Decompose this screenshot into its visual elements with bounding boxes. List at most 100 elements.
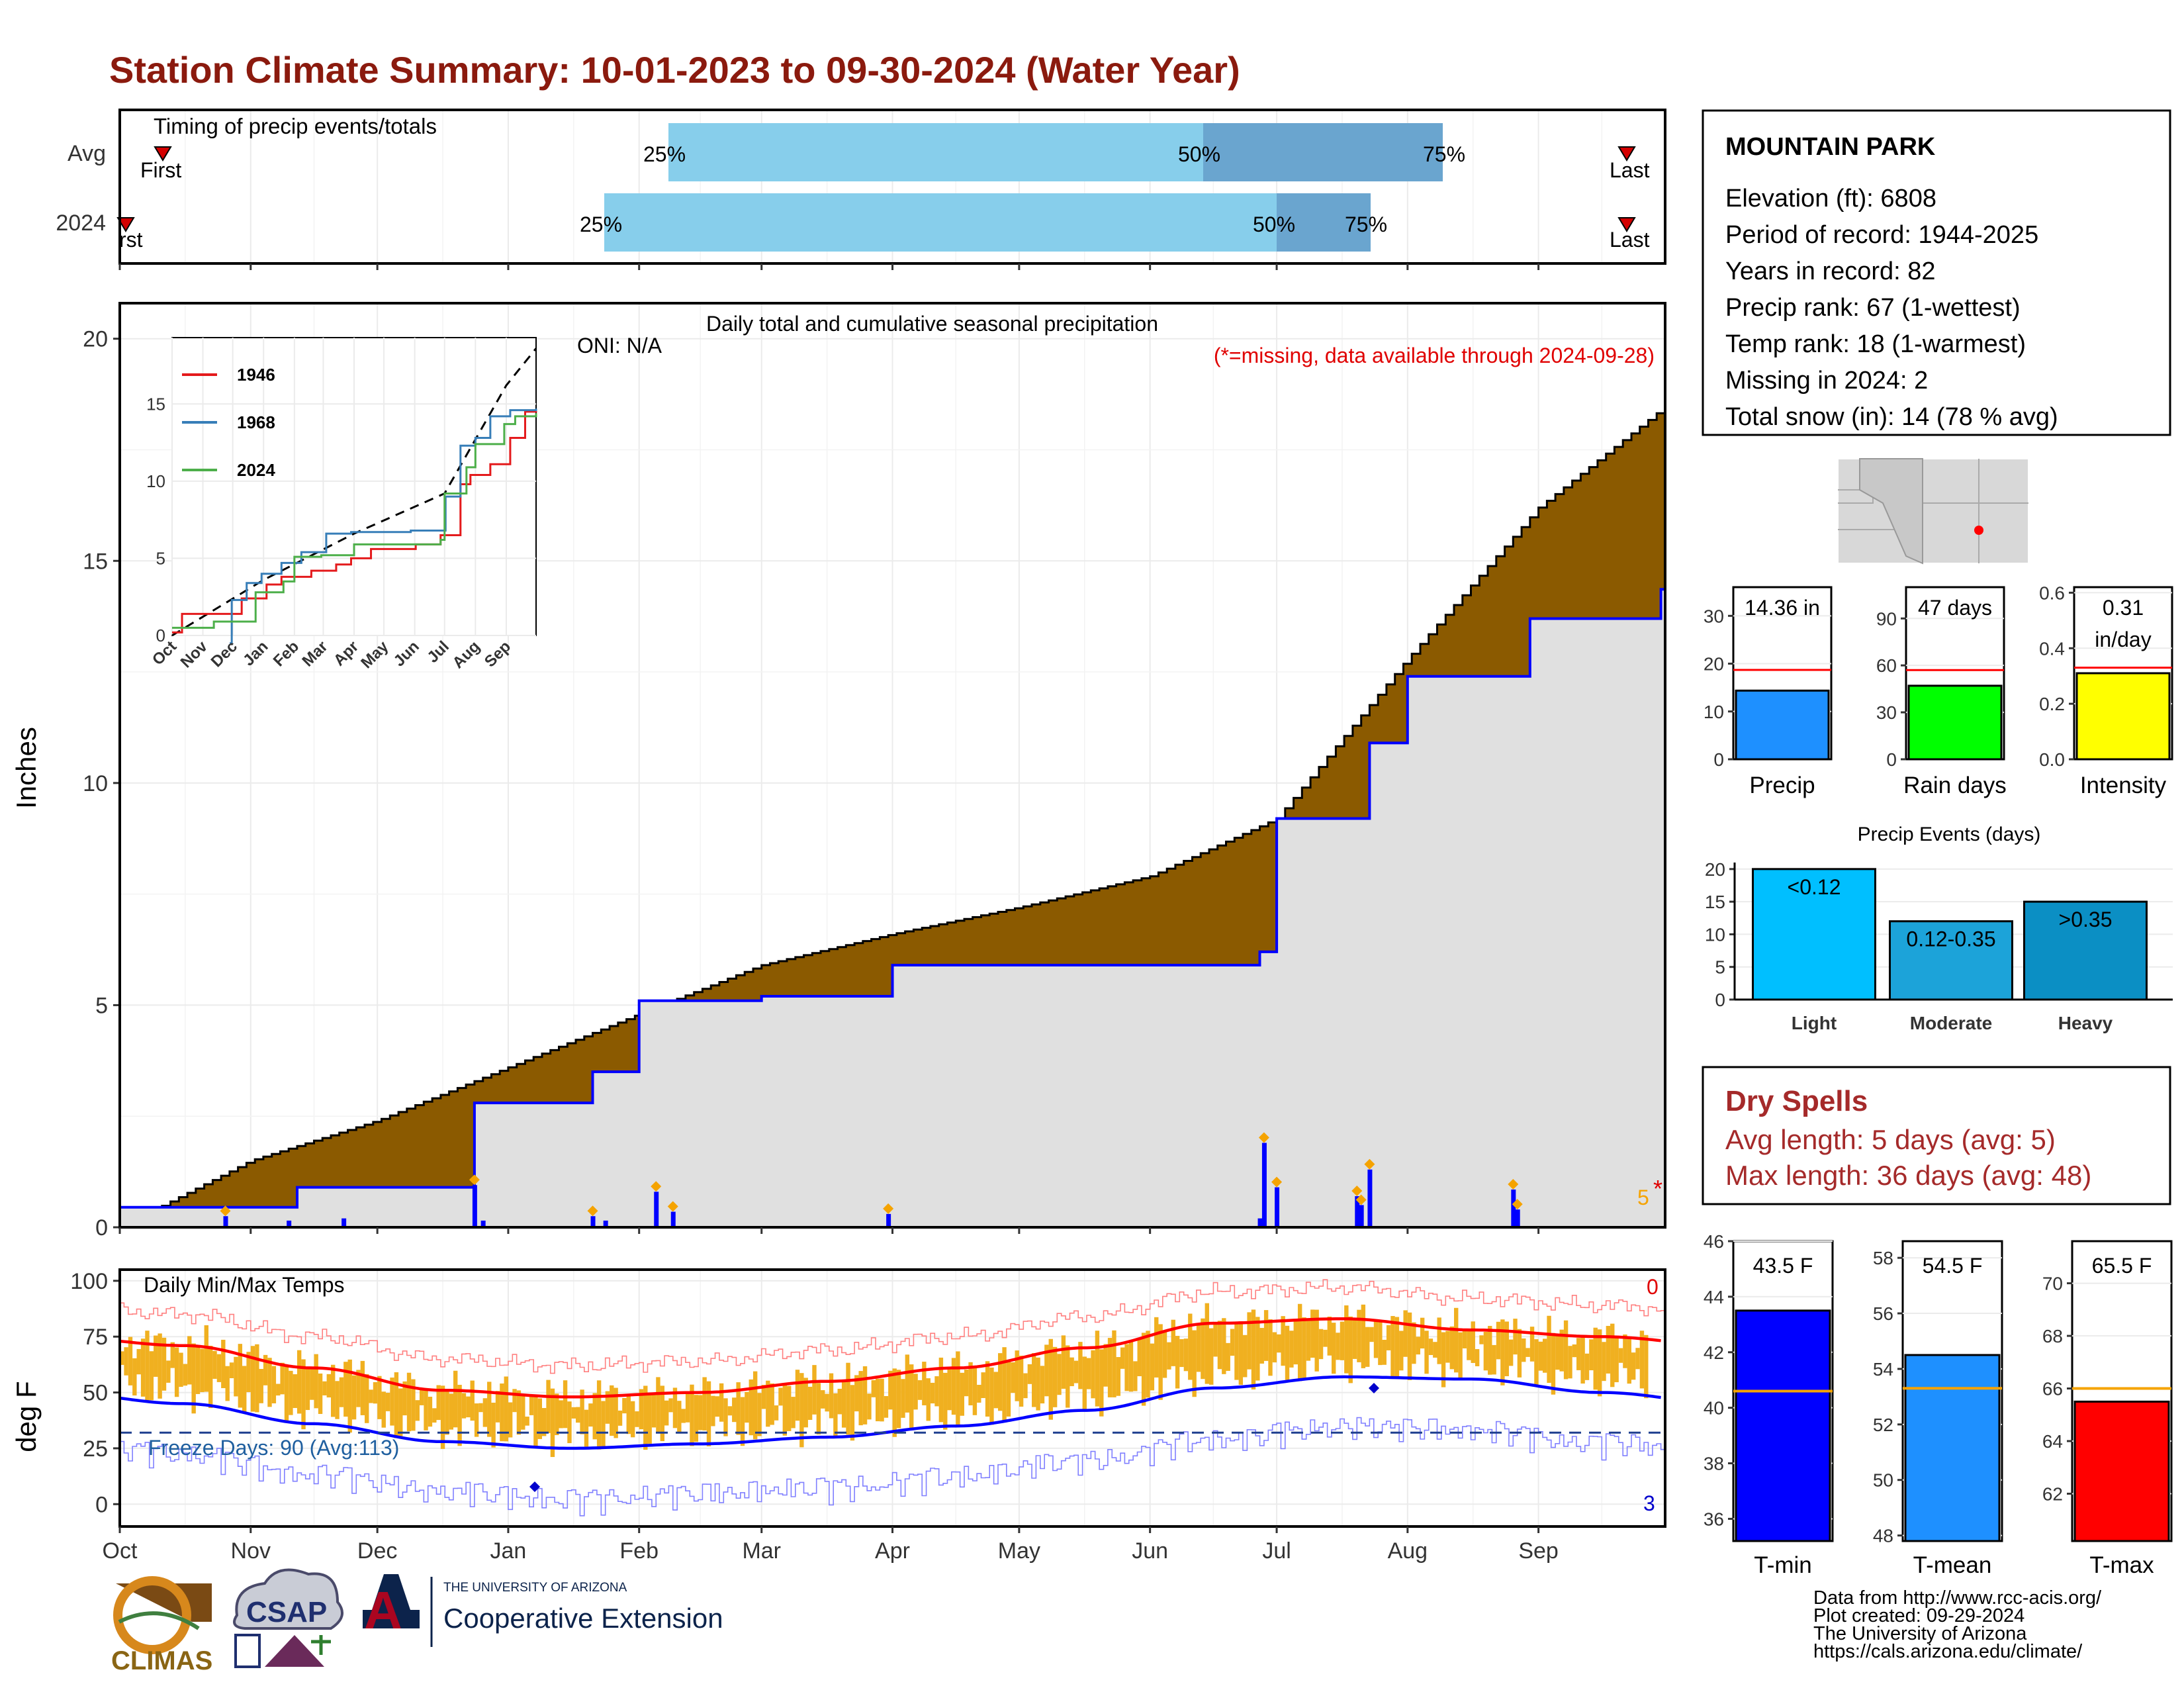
precip-total-chart: 0 10 20 30 14.36 in Precip [1704, 586, 1833, 798]
stat-ytick: 30 [1876, 702, 1897, 723]
cumulative-2024-area [120, 589, 1665, 1227]
dry-spells-max: Max length: 36 days (avg: 48) [1725, 1160, 2091, 1191]
tbar-ytick: 68 [2042, 1326, 2063, 1346]
y2024-50-label: 50% [1253, 212, 1295, 236]
university-of-arizona-logo: A THE UNIVERSITY OF ARIZONA Cooperative … [363, 1574, 723, 1647]
tbar-ytick: 36 [1704, 1509, 1724, 1529]
tbar-ytick: 64 [2042, 1431, 2063, 1452]
station-name: MOUNTAIN PARK [1725, 133, 1936, 161]
daily-precip-bars [220, 1132, 1523, 1227]
y2024-25-50-bar [604, 193, 1277, 252]
avg-25-label: 25% [643, 142, 686, 166]
ua-a-icon: A [364, 1581, 402, 1640]
tbar-axis-label: T-mean [1913, 1552, 1992, 1578]
tbar-ytick: 58 [1873, 1248, 1893, 1268]
tbar-ytick: 48 [1873, 1526, 1893, 1546]
temp-ytick: 75 [83, 1325, 108, 1350]
avg-first-marker [154, 146, 172, 162]
tbar-value-bar [1904, 1354, 2001, 1542]
daily-precip-bar [670, 1211, 676, 1227]
record-precip-marker [1364, 1158, 1375, 1170]
tbar-ytick: 62 [2042, 1483, 2063, 1504]
daily-precip-bar [1355, 1196, 1360, 1227]
precip-panel: 0 5 10 15 20 Daily total and cumulative seas… [11, 302, 1666, 1241]
daily-precip-bar [1275, 1187, 1280, 1227]
tbar-axis-label: T-max [2089, 1552, 2154, 1578]
stat-value-label: 47 days [1918, 596, 1992, 620]
events-category-label: Heavy [2058, 1013, 2113, 1033]
stat-ytick: 10 [1704, 702, 1724, 722]
footer-line-3: The University of Arizona [1813, 1623, 2027, 1644]
station-years: Years in record: 82 [1725, 258, 1936, 285]
events-bar-label: >0.35 [2059, 908, 2113, 931]
record-precip-marker [883, 1203, 894, 1214]
record-min-line [120, 1417, 1665, 1517]
temp-title: Daily Min/Max Temps [144, 1273, 344, 1297]
daily-precip-bar [886, 1213, 891, 1227]
tbar-ytick: 42 [1704, 1342, 1724, 1363]
temp-ytick: 50 [83, 1381, 108, 1406]
dry-spells-title: Dry Spells [1725, 1085, 1868, 1117]
daily-precip-bar [603, 1220, 608, 1227]
inset-xtick: Oct [149, 637, 180, 669]
events-ytick: 15 [1705, 892, 1725, 912]
tbar-ytick: 38 [1704, 1454, 1724, 1474]
inset-xtick: Dec [208, 637, 241, 671]
precip-events-chart: Precip Events (days) 0 5 10 15 20 <0.12 Light 0… [1705, 823, 2173, 1033]
record-precip-marker [1351, 1186, 1363, 1197]
stat-ytick: 90 [1876, 608, 1897, 629]
station-elevation: Elevation (ft): 6808 [1725, 185, 1936, 212]
events-bar-label: <0.12 [1788, 875, 1841, 899]
precip-title: Daily total and cumulative seasonal prec… [706, 312, 1158, 336]
daily-precip-bar [341, 1218, 347, 1227]
precip-ytick: 0 [95, 1215, 108, 1241]
tbar-ytick: 52 [1873, 1415, 1893, 1435]
daily-precip-bar [1367, 1169, 1373, 1227]
month-label-jan: Jan [490, 1538, 527, 1564]
temp-ytick: 25 [83, 1436, 108, 1462]
timing-title: Timing of precip events/totals [154, 114, 437, 138]
legend-2024: 2024 [237, 460, 275, 480]
csap-logo: CSAP [233, 1568, 344, 1668]
tbar-ytick: 56 [1873, 1303, 1893, 1324]
avg-50-75-bar [1203, 123, 1443, 181]
record-low-marker [529, 1481, 540, 1492]
month-label-nov: Nov [231, 1538, 271, 1564]
station-snow: Total snow (in): 14 (78 % avg) [1725, 403, 2058, 431]
station-missing: Missing in 2024: 2 [1725, 367, 1928, 395]
y2024-first-marker [116, 217, 135, 232]
stat-ytick: 0.4 [2039, 638, 2065, 659]
stat-ytick: 30 [1704, 606, 1724, 626]
precip-ytick: 10 [83, 771, 108, 796]
record-low-marker-2 [1369, 1383, 1379, 1393]
inset-1968-line [230, 408, 537, 645]
month-label-jul: Jul [1262, 1538, 1291, 1564]
climas-logo: CLIMAS [111, 1576, 212, 1675]
inset-chart: 1946 1968 2024 051015OctNovDecJanFebMarA… [146, 337, 537, 672]
month-label-feb: Feb [619, 1538, 659, 1564]
timing-panel: Timing of precip events/totals Avg 2024 … [56, 109, 1666, 265]
stat-axis-label: Rain days [1903, 773, 2007, 798]
missing-marker: * [1653, 1175, 1662, 1202]
daily-temp-range-bars [120, 1303, 1649, 1458]
daily-precip-bar [223, 1216, 228, 1227]
stat-ytick: 0 [1713, 749, 1724, 770]
inset-xtick: Jan [240, 637, 271, 669]
inset-ytick: 15 [146, 394, 165, 414]
inset-xtick: Mar [298, 637, 331, 670]
dry-spells-avg: Avg length: 5 days (avg: 5) [1725, 1124, 2056, 1155]
tbar-value-label: 43.5 F [1753, 1254, 1813, 1278]
stat-value-label: 0.31 [2103, 596, 2144, 620]
location-map [1837, 458, 2029, 565]
stat-ytick: 60 [1876, 655, 1897, 676]
csap-wordmark: CSAP [246, 1596, 327, 1628]
y2024-75-label: 75% [1345, 212, 1387, 236]
tbar-ytick: 40 [1704, 1398, 1724, 1419]
events-ytick: 10 [1705, 924, 1725, 945]
y2024-first-label: rst [119, 228, 143, 252]
record-precip-marker [667, 1201, 678, 1212]
events-ytick: 0 [1715, 990, 1725, 1010]
cumulative-2024-line [120, 588, 1665, 1209]
avg-first-label: First [140, 158, 181, 182]
